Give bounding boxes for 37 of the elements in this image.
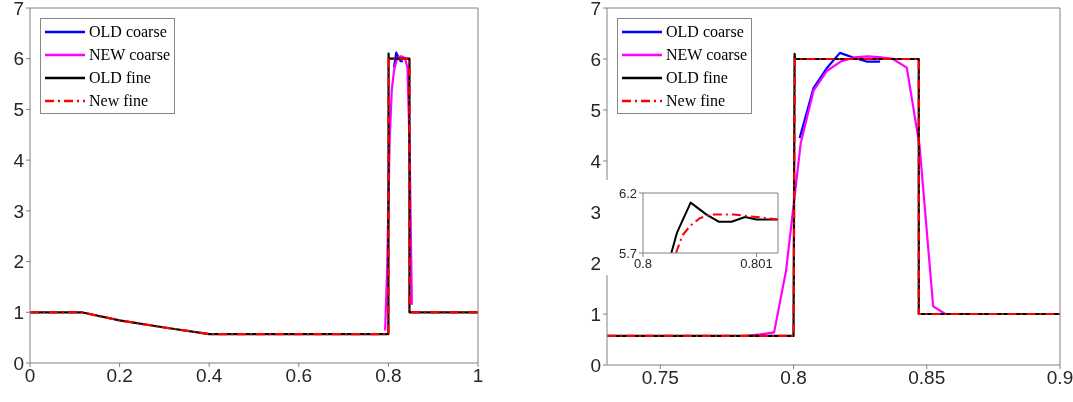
y-tick-label: 4 [590, 150, 602, 172]
y-tick-label: 1 [590, 303, 601, 325]
x-tick-label: 0.801 [740, 256, 773, 272]
y-tick-label: 6 [13, 48, 24, 70]
y-tick-label: 5 [13, 99, 24, 121]
x-tick-label: 0.8 [633, 256, 653, 272]
legend-label: OLD coarse [89, 22, 167, 41]
x-tick-label: 0.75 [641, 367, 679, 389]
x-tick-label: 0.8 [780, 367, 807, 389]
y-tick-label: 5 [590, 99, 601, 121]
y-tick-label: 6.2 [618, 185, 637, 201]
y-tick-label: 2 [590, 252, 601, 274]
x-tick-label: 0.6 [285, 365, 313, 387]
legend-label: New fine [89, 91, 149, 110]
y-tick-label: 7 [13, 0, 24, 19]
x-tick-label: 0.2 [106, 365, 133, 387]
y-tick-label: 2 [13, 251, 24, 273]
y-tick-label: 6 [590, 48, 601, 70]
legend-label: OLD coarse [666, 22, 744, 41]
y-tick-label: 3 [590, 201, 601, 223]
legend-label: NEW coarse [89, 45, 170, 64]
legend-label: NEW coarse [666, 45, 747, 64]
y-tick-label: 1 [13, 302, 24, 324]
legend-label: OLD fine [89, 68, 151, 87]
x-tick-label: 1 [472, 365, 484, 387]
legend-label: OLD fine [666, 68, 728, 87]
x-tick-label: 0.85 [908, 367, 946, 389]
x-tick-label: 0.9 [1046, 367, 1073, 389]
y-tick-label: 4 [13, 149, 25, 171]
legend-label: New fine [666, 91, 726, 110]
line-series [674, 213, 778, 253]
line-series [392, 51, 405, 69]
y-tick-label: 7 [590, 0, 601, 19]
x-tick-label: 0.8 [375, 365, 402, 387]
y-tick-label: 3 [13, 200, 24, 222]
x-tick-label: 0.4 [195, 365, 223, 387]
line-series [798, 51, 882, 140]
